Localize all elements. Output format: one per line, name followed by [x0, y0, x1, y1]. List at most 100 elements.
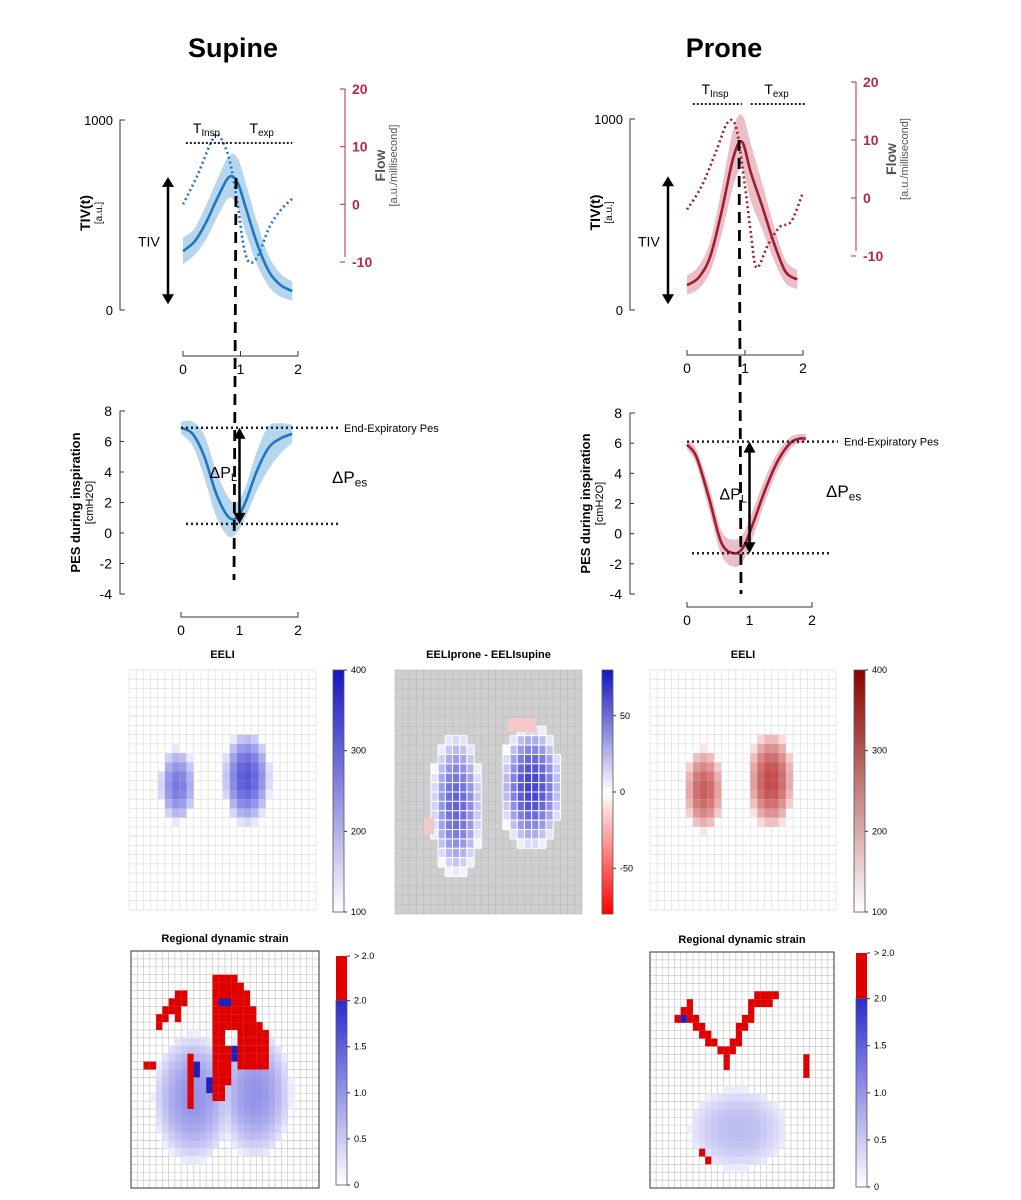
strain-cell: [262, 1085, 269, 1094]
strain-cell-high: [174, 1006, 182, 1015]
heatmap-cell: [473, 763, 482, 774]
strain-cell-blue: [231, 1045, 238, 1054]
t-exp-label: Texp: [250, 120, 275, 139]
strain-cell: [692, 1125, 700, 1133]
heatmap-cell: [459, 819, 468, 831]
strain-cell: [268, 1101, 276, 1109]
strain-cell: [225, 1085, 232, 1094]
strain-cell-high: [212, 1006, 219, 1015]
strain-cell: [162, 1101, 169, 1109]
strain-cell: [262, 1077, 269, 1086]
strain-cell-high: [748, 1007, 755, 1015]
strain-cell: [237, 1116, 244, 1125]
strain-cell: [250, 1101, 257, 1109]
heatmap-cell: [179, 799, 187, 809]
strain-cell: [275, 1116, 282, 1125]
strain-cell-high: [243, 1045, 251, 1054]
strain-cell: [275, 1109, 282, 1117]
heatmap-cell: [452, 800, 461, 812]
strain-cell: [262, 1148, 269, 1157]
strain-cell: [760, 1140, 767, 1149]
strain-cell-high: [187, 1061, 194, 1070]
strain-cell: [256, 1093, 263, 1102]
colorbar-bar: [853, 669, 866, 913]
strain-cell: [275, 1077, 282, 1086]
strain-cell: [735, 1125, 742, 1133]
strain-cell-high: [723, 1046, 730, 1055]
strain-cell-high: [262, 1030, 269, 1038]
strain-cell: [760, 1109, 767, 1118]
heatmap-cell: [545, 829, 554, 840]
strain-cell-high: [225, 1014, 232, 1023]
flow-tick-label: 0: [352, 196, 360, 212]
strain-cell: [742, 1148, 749, 1157]
strain-cell-high: [212, 1085, 219, 1094]
heatmap-cell: [244, 771, 252, 781]
y-axis-label: PES during inspiration: [68, 432, 83, 572]
strain-cell: [705, 1109, 712, 1118]
strain-cell: [711, 1148, 718, 1157]
strain-cell-high: [218, 1069, 225, 1078]
strain-cell-high: [237, 990, 244, 999]
strain-cell: [748, 1109, 755, 1118]
heatmap-cell: [714, 762, 722, 772]
heatmap-cell: [186, 799, 194, 809]
strain-cell: [256, 1148, 263, 1157]
strain-cell: [193, 1124, 200, 1133]
heatmap-cell: [692, 790, 701, 800]
strain-cell: [705, 1148, 712, 1157]
heatmap-cell: [459, 838, 468, 849]
strain-cell-high: [250, 1061, 257, 1070]
strain-cell: [766, 1140, 773, 1149]
x-tick-label: 2: [808, 612, 816, 628]
strain-cell-high: [181, 998, 188, 1007]
heatmap-cell: [714, 808, 722, 818]
heatmap-cell: [459, 753, 468, 765]
strain-cell: [206, 1101, 213, 1109]
heatmap-cell: [164, 808, 173, 818]
strain-cell: [250, 1116, 257, 1125]
strain-cell-high: [174, 1014, 182, 1023]
strain-cell: [174, 1101, 182, 1109]
strain-cell-high: [225, 982, 232, 991]
pes-curve: [685, 437, 806, 555]
heatmap-cell: [700, 808, 708, 818]
heatmap-cell: [172, 808, 180, 818]
strain-cell-high: [225, 1077, 232, 1086]
strain-cell: [268, 1116, 276, 1125]
strain-cell-high: [262, 1061, 269, 1070]
heatmap-cell: [523, 753, 533, 765]
strain-cell-high: [243, 1022, 251, 1030]
heatmap-cell: [523, 772, 533, 784]
strain-cell-high: [723, 1054, 730, 1063]
strain-cell: [766, 1109, 773, 1118]
strain-cell: [723, 1164, 730, 1173]
flow-tick-label: 10: [352, 139, 368, 155]
strain-cell: [754, 1148, 761, 1157]
heatmap-cell: [552, 753, 561, 765]
heatmap-cell: [750, 799, 758, 809]
heatmap-cell: [516, 772, 525, 784]
heatmap-cell: [700, 790, 708, 800]
heatmap-cell: [172, 762, 180, 772]
heatmap-cell: [771, 808, 779, 818]
strain-cell-high: [218, 1014, 225, 1023]
flow-tick-label: -10: [863, 248, 883, 264]
heatmap-cell: [531, 791, 540, 802]
heatmap-cell: [236, 743, 245, 754]
strain-cell: [723, 1085, 730, 1094]
strain-cell: [156, 1093, 163, 1102]
heatmap-cell: [552, 810, 561, 821]
strain-frame: [130, 950, 320, 1189]
heatmap-cell: [509, 744, 518, 755]
strain-cell: [742, 1156, 749, 1165]
strain-cell: [275, 1061, 282, 1070]
strain-cell-high: [168, 1006, 175, 1015]
colorbar-tick-label: 200: [351, 826, 366, 836]
strain-cell: [206, 1124, 213, 1133]
heatmap-cell: [437, 847, 446, 859]
strain-cell-high: [237, 982, 244, 991]
heatmap-cell: [714, 790, 722, 800]
heatmap-cell: [523, 829, 533, 840]
strain-cell: [193, 1053, 200, 1062]
